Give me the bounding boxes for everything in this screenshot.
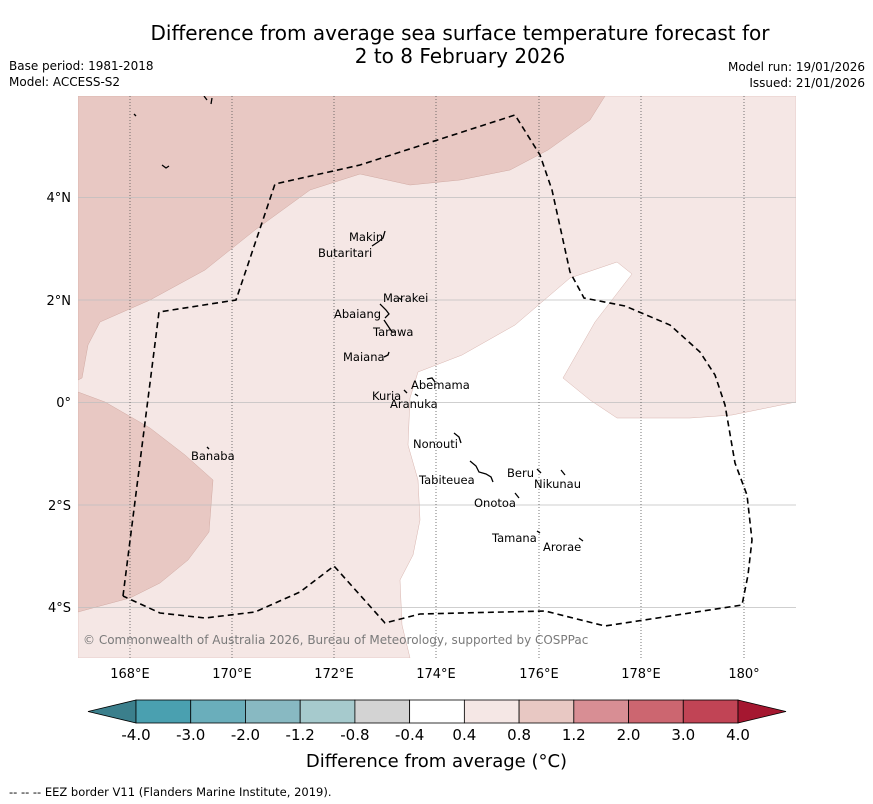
- label-maiana: Maiana: [343, 350, 385, 364]
- lat-label-4N: 4°N: [47, 191, 72, 206]
- lat-label-2S: 2°S: [48, 499, 71, 514]
- makin-butaritari-coast: [371, 230, 386, 247]
- lon-label-172E: 172°E: [314, 667, 354, 682]
- northwest-islet-coast: [133, 113, 137, 117]
- latitude-gridlines: [78, 197, 796, 608]
- colorbar-segment: [299, 699, 356, 724]
- island-coastlines: [133, 96, 584, 542]
- eez-legend-note: -- -- -- EEZ border V11 (Flanders Marine…: [9, 785, 332, 799]
- tabiteuea-coast: [469, 460, 494, 483]
- colorbar-tick-label: -2.0: [231, 726, 260, 744]
- label-arorae: Arorae: [543, 540, 581, 554]
- colorbar-segment: [409, 699, 465, 724]
- colorbar-tick-label: 0.4: [452, 726, 476, 744]
- model-name: Model: ACCESS-S2: [9, 75, 121, 89]
- colorbar-tick-label: 1.2: [562, 726, 586, 744]
- longitude-gridlines: [129, 96, 745, 658]
- colorbar-tick-label: -0.4: [395, 726, 424, 744]
- colorbar-tick-label: -0.8: [340, 726, 369, 744]
- copyright-notice: © Commonwealth of Australia 2026, Bureau…: [83, 633, 588, 647]
- colorbar-title: Difference from average (°C): [305, 751, 568, 772]
- lon-label-176E: 176°E: [519, 667, 559, 682]
- aranuka-coast: [414, 393, 419, 397]
- label-onotoa: Onotoa: [474, 496, 516, 510]
- label-nonouti: Nonouti: [413, 437, 458, 451]
- colorbar-segment: [682, 699, 739, 724]
- tarawa-coast: [383, 319, 396, 333]
- banaba-coast: [206, 446, 210, 450]
- lat-label-4S: 4°S: [48, 601, 71, 616]
- label-nikunau: Nikunau: [534, 477, 581, 491]
- colorbar-extend-high: [737, 699, 787, 724]
- islet-coast: [161, 164, 170, 169]
- colorbar-tick-label: -4.0: [121, 726, 150, 744]
- colorbar-segment: [463, 699, 520, 724]
- colorbar-segment: [190, 699, 246, 724]
- lon-label-174E: 174°E: [416, 667, 456, 682]
- colorbar-tick-label: 3.0: [671, 726, 695, 744]
- lon-label-180: 180°: [728, 667, 759, 682]
- latitude-labels: 4°N 2°N 0° 2°S 4°S: [47, 191, 72, 616]
- onotoa-coast: [514, 492, 520, 499]
- colorbar-extend-low: [87, 699, 137, 724]
- label-abaiang: Abaiang: [334, 307, 381, 321]
- label-tarawa: Tarawa: [372, 325, 413, 339]
- label-abemama: Abemama: [411, 378, 470, 392]
- colorbar-segment: [573, 699, 629, 724]
- abaiang-coast: [379, 303, 390, 319]
- colorbar-segment: [135, 699, 192, 724]
- lat-label-2N: 2°N: [47, 294, 72, 309]
- north-islets-coast: [203, 96, 213, 105]
- maiana-coast: [383, 351, 390, 358]
- island-labels: Makin Butaritari Marakei Abaiang Tarawa …: [191, 230, 581, 554]
- warm-mid-region-north: [78, 96, 606, 381]
- label-marakei: Marakei: [383, 291, 428, 305]
- longitude-labels: 168°E 170°E 172°E 174°E 176°E 178°E 180°: [110, 667, 759, 682]
- label-banaba: Banaba: [191, 449, 235, 463]
- label-kuria: Kuria: [372, 389, 401, 403]
- abemama-coast: [426, 377, 436, 383]
- lon-label-170E: 170°E: [212, 667, 252, 682]
- label-butaritari: Butaritari: [318, 246, 372, 260]
- label-beru: Beru: [507, 466, 534, 480]
- warm-mid-region-southwest: [78, 391, 214, 613]
- beru-coast: [536, 468, 542, 474]
- label-tamana: Tamana: [491, 531, 537, 545]
- arorae-coast: [578, 537, 584, 542]
- lon-label-178E: 178°E: [621, 667, 661, 682]
- lon-label-168E: 168°E: [110, 667, 150, 682]
- colorbar-tick-label: -3.0: [176, 726, 205, 744]
- map-area: Makin Butaritari Marakei Abaiang Tarawa …: [78, 96, 796, 658]
- kuria-coast: [403, 389, 408, 394]
- colorbar-segment: [354, 699, 411, 724]
- colorbar-segment: [518, 699, 575, 724]
- nonouti-coast: [453, 432, 462, 444]
- issued-date: Issued: 21/01/2026: [749, 76, 865, 90]
- label-makin: Makin: [349, 230, 383, 244]
- base-period: Base period: 1981-2018: [9, 59, 154, 73]
- chart-title-line1: Difference from average sea surface temp…: [150, 21, 770, 45]
- model-run: Model run: 19/01/2026: [727, 60, 865, 74]
- label-tabiteuea: Tabiteuea: [418, 473, 475, 487]
- eez-border: [122, 114, 753, 627]
- colorbar: -4.0 -3.0 -2.0 -1.2 -0.8 -0.4 0.4 0.8 1.2 2.0 3.0 4…: [87, 699, 787, 744]
- colorbar-tick-label: 0.8: [507, 726, 531, 744]
- lat-label-0: 0°: [56, 396, 71, 411]
- colorbar-segment: [628, 699, 684, 724]
- colorbar-segment: [245, 699, 301, 724]
- tamana-coast: [536, 530, 541, 534]
- marakei-coast: [398, 297, 403, 301]
- colorbar-tick-label: 2.0: [617, 726, 641, 744]
- colorbar-tick-label: -1.2: [286, 726, 315, 744]
- label-aranuka: Aranuka: [390, 397, 438, 411]
- colorbar-tick-label: 4.0: [726, 726, 750, 744]
- chart-title-line2: 2 to 8 February 2026: [354, 44, 566, 68]
- nikunau-coast: [560, 469, 566, 476]
